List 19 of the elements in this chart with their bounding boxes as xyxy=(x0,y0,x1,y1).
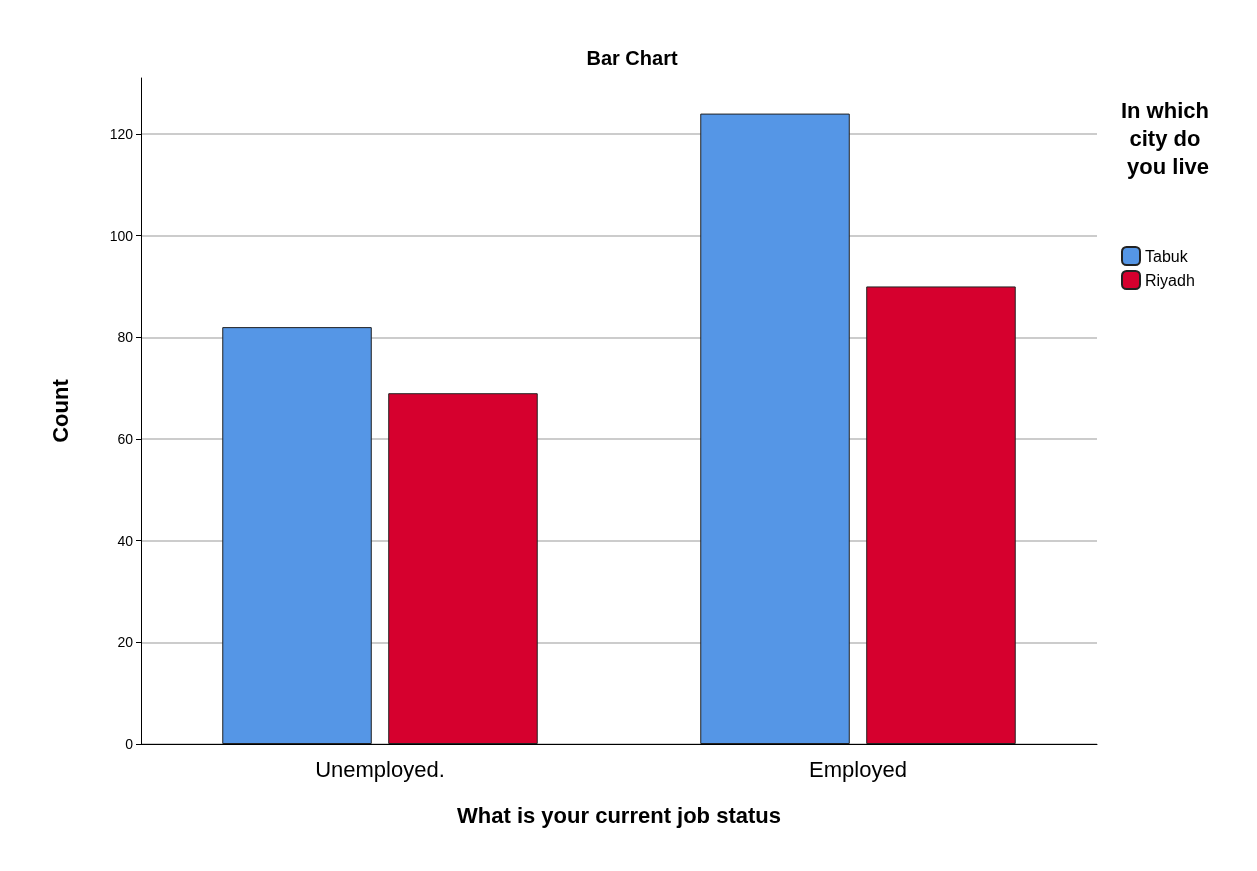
bar xyxy=(222,327,372,744)
legend-label: Tabuk xyxy=(1145,247,1189,265)
x-tick-label: Unemployed. xyxy=(315,756,445,782)
bar xyxy=(700,113,850,744)
bar xyxy=(866,286,1016,744)
y-tick-label: 20 xyxy=(117,634,134,651)
y-tick-label: 40 xyxy=(117,532,134,549)
y-tick-label: 0 xyxy=(125,736,134,752)
y-tick-label: 80 xyxy=(117,329,134,346)
y-tick-label: 120 xyxy=(109,125,134,142)
bar xyxy=(388,393,538,744)
legend-label: Riyadh xyxy=(1145,271,1195,289)
x-tick-label: Employed xyxy=(809,756,907,782)
y-axis-title: Count xyxy=(47,378,73,443)
y-tick-label: 100 xyxy=(109,227,134,244)
y-tick-label: 60 xyxy=(117,430,134,447)
legend-title: In which city do you live xyxy=(1120,97,1216,179)
x-axis-title: What is your current job status xyxy=(457,802,781,828)
chart-title: Bar Chart xyxy=(586,47,678,69)
